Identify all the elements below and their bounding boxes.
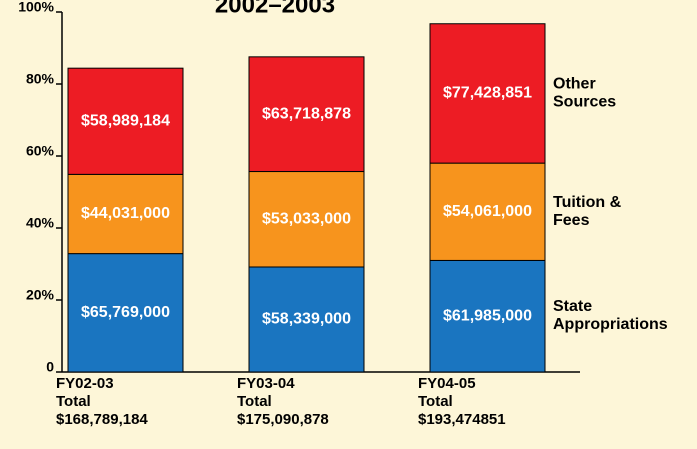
category-sublabel: Total [418, 393, 453, 410]
y-tick-label: 60% [26, 143, 55, 159]
data-label: $65,769,000 [81, 304, 170, 321]
category-sublabel: Total [56, 393, 91, 410]
bar-segment [67, 173, 184, 255]
x-tick-label: FY03-04 [237, 375, 295, 392]
legend-label: Other Sources [553, 76, 616, 111]
category-total: $168,789,184 [56, 411, 148, 428]
bar-segment [429, 259, 546, 373]
legend-label: Tuition & Fees [553, 194, 622, 229]
data-label: $77,428,851 [443, 85, 532, 102]
data-label: $53,033,000 [262, 210, 351, 227]
bar-segment [248, 266, 365, 373]
x-tick-label: FY04-05 [418, 375, 476, 392]
data-label: $63,718,878 [262, 105, 351, 122]
x-tick-label: FY02-03 [56, 375, 114, 392]
bar-segment [67, 67, 184, 175]
category-total: $175,090,878 [237, 411, 329, 428]
legend-label: State Appropriations [553, 298, 668, 333]
y-tick-label: 40% [26, 215, 55, 231]
data-label: $44,031,000 [81, 205, 170, 222]
data-label: $58,339,000 [262, 311, 351, 328]
data-label: $54,061,000 [443, 203, 532, 220]
y-tick-label: 20% [26, 287, 55, 303]
y-tick-label: 100% [18, 0, 54, 15]
bar-segment [248, 56, 365, 173]
y-tick-label: 0 [46, 359, 54, 375]
y-tick-label: 80% [26, 71, 55, 87]
bar-segment [67, 253, 184, 373]
chart-title: 2002–2003 [215, 0, 335, 18]
data-label: $61,985,000 [443, 307, 532, 324]
data-label: $58,989,184 [81, 112, 170, 129]
bar-segment [248, 171, 365, 268]
category-sublabel: Total [237, 393, 272, 410]
bar-segment [429, 23, 546, 164]
bar-segment [429, 162, 546, 261]
category-total: $193,474851 [418, 411, 506, 428]
